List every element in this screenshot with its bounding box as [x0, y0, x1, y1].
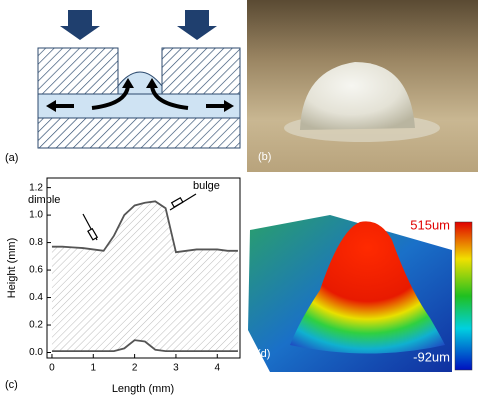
- x-tick-label: 2: [132, 363, 138, 374]
- press-arrow: [60, 10, 100, 40]
- base-block: [38, 118, 240, 148]
- y-tick-label: 0.4: [29, 292, 43, 303]
- x-axis-title: Length (mm): [112, 383, 174, 395]
- x-tick-label: 1: [91, 363, 97, 374]
- diagram: (a): [5, 10, 240, 164]
- figure: (a) (b) (c) Length (mm) Height (mm) dimp…: [0, 0, 478, 400]
- y-tick-label: 0.0: [29, 347, 43, 358]
- die-block: [38, 48, 118, 94]
- panel-label: (c): [5, 379, 18, 391]
- annotation: bulge: [193, 180, 220, 192]
- annotation: dimple: [28, 194, 60, 206]
- y-axis-title: Height (mm): [6, 238, 18, 299]
- colorbar-max: 515um: [410, 217, 450, 232]
- y-tick-label: 0.6: [29, 265, 43, 276]
- y-tick-label: 1.2: [29, 182, 43, 193]
- surface-plot: 515um -92um (d): [248, 215, 472, 372]
- panel-label: (b): [258, 151, 271, 163]
- bulge: [118, 72, 162, 94]
- x-tick-label: 0: [49, 363, 55, 374]
- colorbar: [455, 222, 472, 370]
- x-tick-label: 4: [214, 363, 220, 374]
- y-tick-label: 0.8: [29, 237, 43, 248]
- hatched-region: [52, 201, 238, 351]
- photo: (b): [247, 0, 478, 172]
- die-block: [162, 48, 240, 94]
- x-tick-label: 3: [173, 363, 179, 374]
- y-tick-label: 0.2: [29, 320, 43, 331]
- plot: 0.0 0.2 0.4 0.6 0.8 1.0 1.2 0 1 2 3 4: [29, 178, 240, 374]
- panel-label: (a): [5, 152, 18, 164]
- colorbar-min: -92um: [413, 349, 450, 364]
- press-arrow: [177, 10, 217, 40]
- panel-label: (d): [257, 348, 270, 360]
- y-tick-label: 1.0: [29, 210, 43, 221]
